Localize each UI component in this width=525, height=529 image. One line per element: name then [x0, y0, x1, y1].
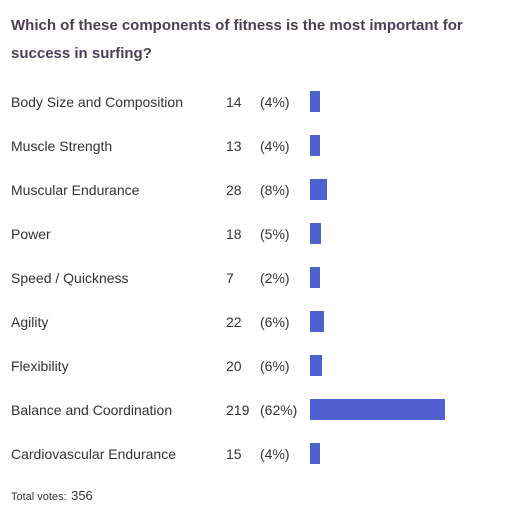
option-label: Flexibility — [11, 358, 69, 374]
poll-results: Body Size and Composition 14 (4%) Muscle St… — [0, 80, 525, 476]
poll-result-row: Muscular Endurance 28 (8%) — [0, 168, 525, 212]
poll-result-row: Muscle Strength 13 (4%) — [0, 124, 525, 168]
vote-percent: (6%) — [260, 358, 290, 374]
option-label: Speed / Quickness — [11, 270, 129, 286]
poll-result-row: Cardiovascular Endurance 15 (4%) — [0, 432, 525, 476]
vote-bar — [310, 223, 321, 244]
vote-bar — [310, 399, 445, 420]
option-label: Power — [11, 226, 51, 242]
vote-count: 219 — [226, 402, 250, 418]
poll-result-row: Speed / Quickness 7 (2%) — [0, 256, 525, 300]
total-votes: Total votes: 356 — [11, 487, 93, 505]
vote-bar — [310, 311, 324, 332]
option-label: Agility — [11, 314, 49, 330]
poll-result-row: Flexibility 20 (6%) — [0, 344, 525, 388]
poll-result-row: Agility 22 (6%) — [0, 300, 525, 344]
option-label: Muscle Strength — [11, 138, 113, 154]
vote-bar — [310, 91, 320, 112]
poll-question: Which of these components of fitness is … — [11, 17, 463, 62]
vote-percent: (5%) — [260, 226, 290, 242]
vote-percent: (8%) — [260, 182, 290, 198]
vote-count: 7 — [226, 270, 234, 286]
vote-count: 20 — [226, 358, 242, 374]
vote-percent: (6%) — [260, 314, 290, 330]
vote-count: 18 — [226, 226, 242, 242]
poll-result-row: Body Size and Composition 14 (4%) — [0, 80, 525, 124]
vote-count: 14 — [226, 94, 242, 110]
total-votes-value: 356 — [71, 488, 93, 503]
option-label: Cardiovascular Endurance — [11, 446, 176, 462]
vote-count: 22 — [226, 314, 242, 330]
vote-percent: (4%) — [260, 94, 290, 110]
vote-count: 28 — [226, 182, 242, 198]
poll-result-row: Power 18 (5%) — [0, 212, 525, 256]
option-label: Muscular Endurance — [11, 182, 140, 198]
vote-percent: (4%) — [260, 446, 290, 462]
total-votes-label: Total votes: — [11, 491, 67, 503]
poll-result-row: Balance and Coordination 219 (62%) — [0, 388, 525, 432]
vote-percent: (62%) — [260, 402, 298, 418]
vote-count: 13 — [226, 138, 242, 154]
option-label: Balance and Coordination — [11, 402, 173, 418]
vote-percent: (2%) — [260, 270, 290, 286]
vote-count: 15 — [226, 446, 242, 462]
vote-bar — [310, 267, 320, 288]
vote-bar — [310, 179, 327, 200]
vote-percent: (4%) — [260, 138, 290, 154]
option-label: Body Size and Composition — [11, 94, 183, 110]
vote-bar — [310, 355, 322, 376]
vote-bar — [310, 443, 320, 464]
vote-bar — [310, 135, 320, 156]
